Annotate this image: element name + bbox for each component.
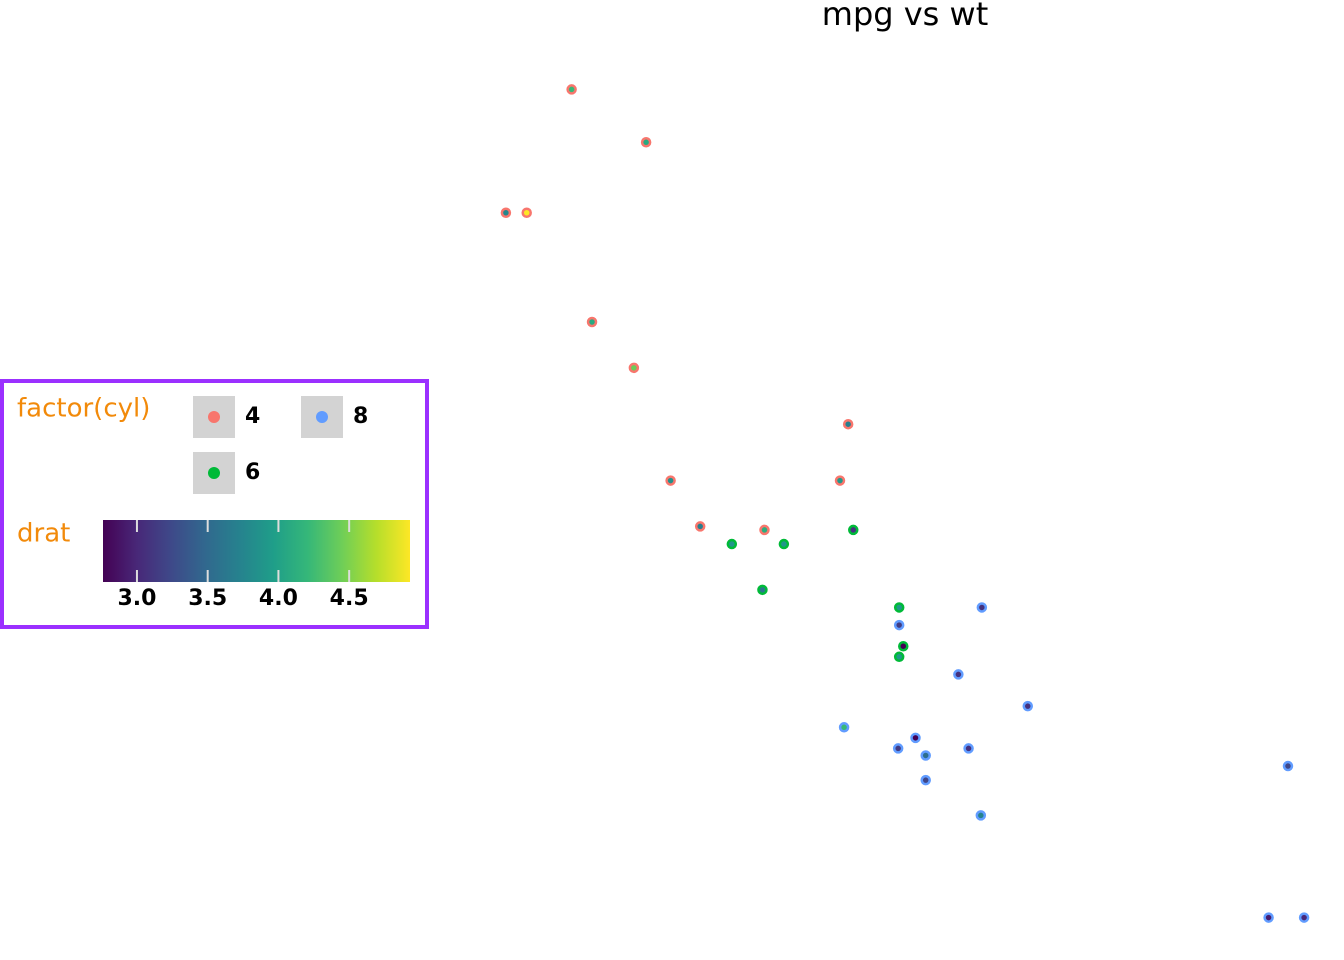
legend-label: 8 (353, 404, 368, 429)
point (834, 475, 846, 486)
legend-swatch (316, 411, 328, 423)
point (892, 743, 904, 754)
point (953, 669, 964, 680)
point (1298, 912, 1310, 923)
point (521, 207, 532, 219)
point (726, 538, 738, 550)
point (500, 207, 512, 219)
legend-label: 6 (245, 460, 260, 485)
point (920, 774, 931, 786)
colorbar-tick-label: 4.5 (330, 586, 369, 611)
legend-swatch (208, 411, 220, 423)
chart-title: mpg vs wt (822, 0, 988, 33)
point (893, 651, 905, 663)
point (976, 602, 988, 613)
legend-title: factor(cyl) (17, 394, 150, 424)
legend-label: 4 (245, 404, 260, 429)
point (920, 750, 931, 761)
point (1022, 700, 1034, 712)
point (1263, 912, 1274, 923)
point (566, 84, 577, 95)
point (848, 524, 859, 536)
point (893, 602, 905, 613)
point (910, 732, 921, 744)
colorbar-tick-label: 4.0 (259, 586, 298, 611)
point (665, 475, 676, 486)
point (586, 316, 598, 328)
colorbar-tick-label: 3.5 (188, 586, 227, 611)
point (842, 418, 854, 430)
point (694, 521, 706, 532)
point (759, 524, 770, 536)
point (628, 362, 640, 374)
point (898, 640, 909, 652)
point (893, 619, 905, 631)
point (1282, 760, 1294, 772)
point (640, 137, 652, 148)
colorbar-tick-label: 3.0 (117, 586, 156, 611)
legend-swatch (208, 467, 220, 479)
colorbar-title: drat (17, 519, 70, 549)
point (963, 743, 974, 754)
point (778, 538, 790, 550)
point (757, 584, 768, 596)
colorbar (103, 520, 410, 582)
point (975, 810, 987, 821)
point (838, 722, 850, 733)
